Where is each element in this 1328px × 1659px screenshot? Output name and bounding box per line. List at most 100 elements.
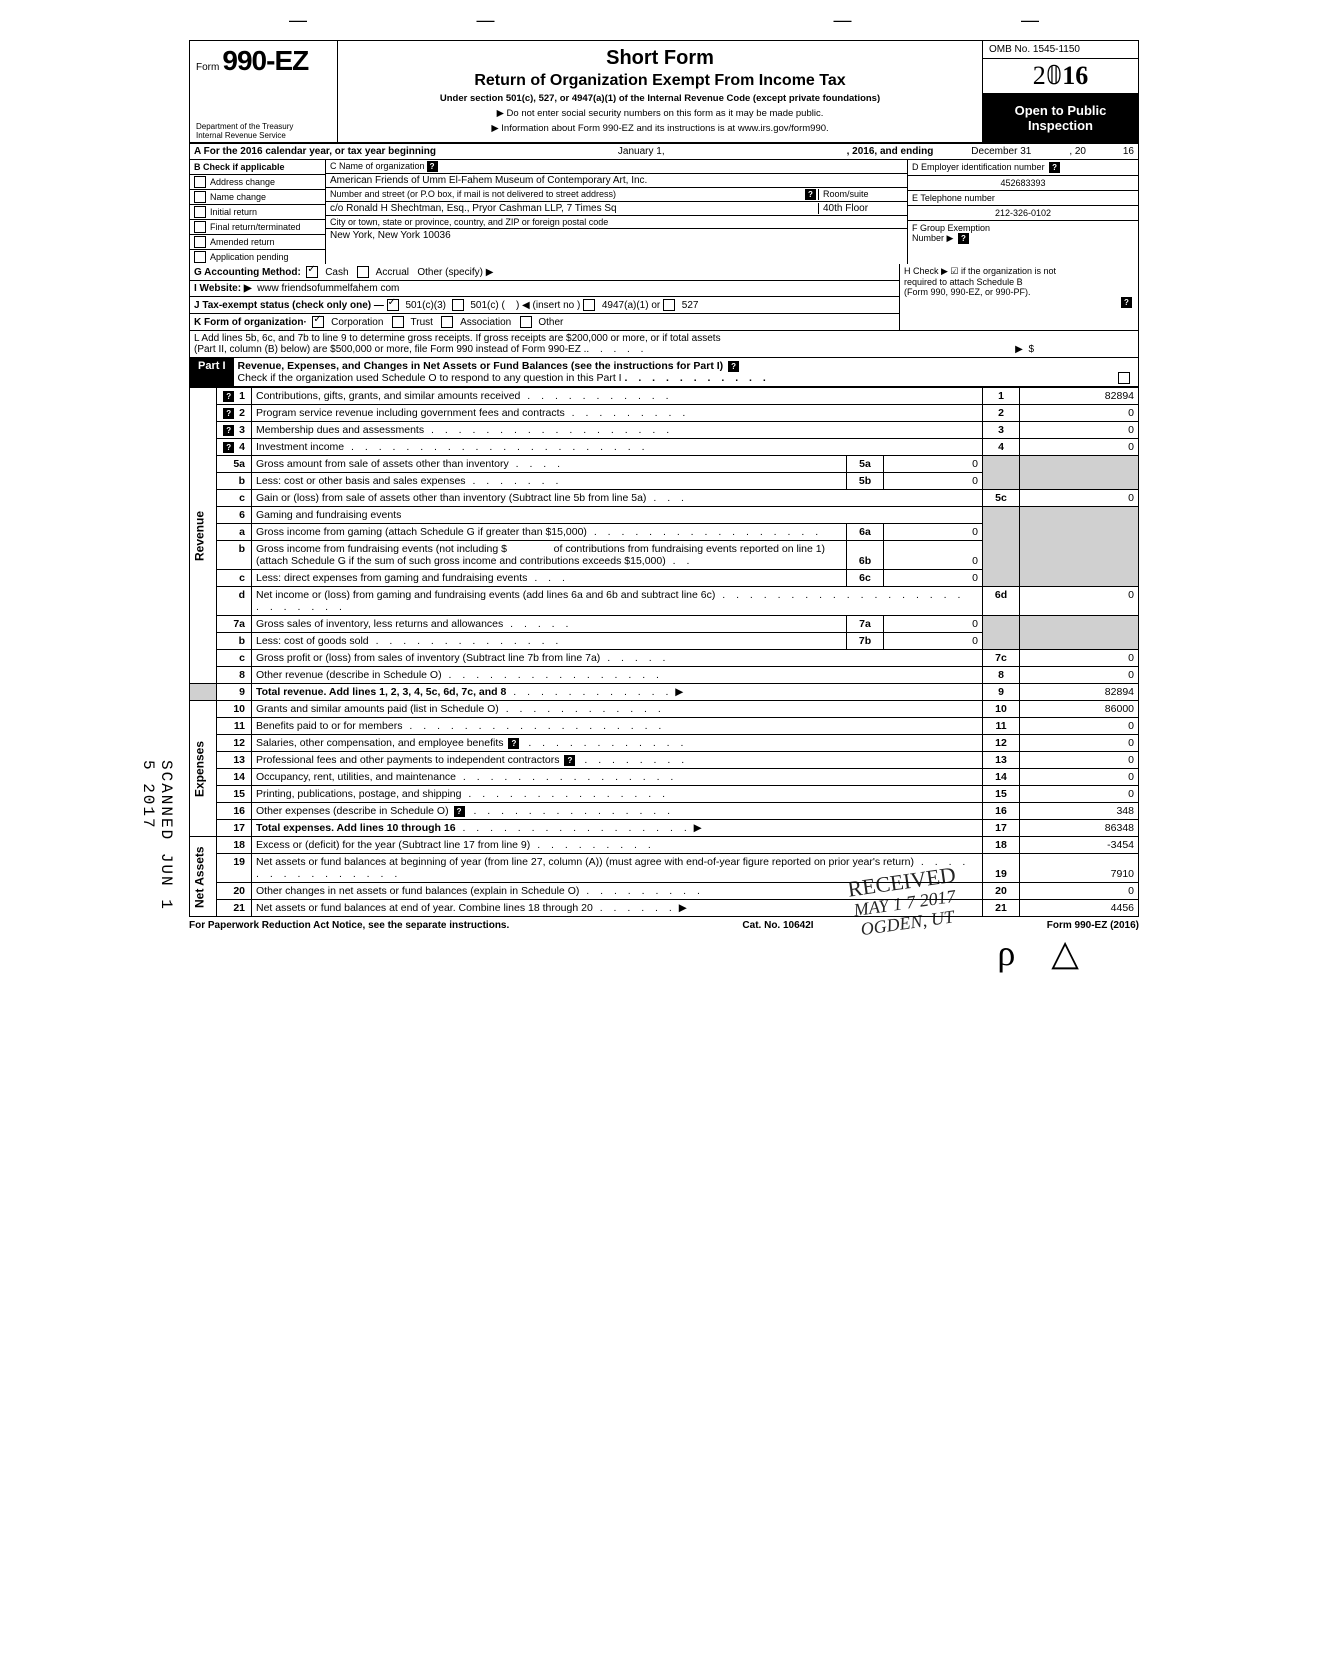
- row-h: H Check ▶ ☑ if the organization is not r…: [899, 264, 1138, 330]
- help-icon[interactable]: ?: [508, 738, 519, 749]
- expenses-label: Expenses: [190, 701, 217, 837]
- line-19-text: Net assets or fund balances at beginning…: [256, 856, 914, 868]
- line-6b-text: Gross income from fundraising events (no…: [256, 543, 507, 555]
- line-10-amount: 86000: [1020, 701, 1139, 718]
- row-l: L Add lines 5b, 6c, and 7b to line 9 to …: [189, 331, 1139, 358]
- open-public-1: Open to Public: [985, 103, 1136, 118]
- line-14-amount: 0: [1020, 769, 1139, 786]
- footer-form: Form 990-EZ (2016): [1047, 920, 1139, 931]
- form-title: Short Form: [346, 47, 974, 70]
- row-k: K Form of organization· Corporation Trus…: [190, 314, 899, 330]
- line-15-text: Printing, publications, postage, and shi…: [256, 788, 461, 800]
- cb-527[interactable]: [663, 299, 675, 311]
- line-9-text: Total revenue. Add lines 1, 2, 3, 4, 5c,…: [256, 686, 506, 698]
- cb-final-return[interactable]: Final return/terminated: [190, 219, 325, 234]
- cb-4947[interactable]: [583, 299, 595, 311]
- help-icon[interactable]: ?: [728, 361, 739, 372]
- line-20-text: Other changes in net assets or fund bala…: [256, 885, 579, 897]
- line-6d-text: Net income or (loss) from gaming and fun…: [256, 589, 715, 601]
- line-6c-text: Less: direct expenses from gaming and fu…: [256, 572, 527, 584]
- cb-schedule-o[interactable]: [1118, 372, 1130, 384]
- line-7b-text: Less: cost of goods sold: [256, 635, 369, 647]
- help-icon[interactable]: ?: [454, 806, 465, 817]
- identity-grid: B Check if applicable Address change Nam…: [189, 160, 1139, 264]
- line-16-text: Other expenses (describe in Schedule O): [256, 805, 449, 817]
- cb-accrual[interactable]: [357, 266, 369, 278]
- line-13-text: Professional fees and other payments to …: [256, 754, 560, 766]
- line-18-amount: -3454: [1020, 837, 1139, 854]
- line-3-amount: 0: [1020, 422, 1139, 439]
- cb-amended[interactable]: Amended return: [190, 234, 325, 249]
- open-to-public: Open to Public Inspection: [983, 94, 1138, 142]
- cb-501c[interactable]: [452, 299, 464, 311]
- line-13-amount: 0: [1020, 752, 1139, 769]
- cb-pending[interactable]: Application pending: [190, 249, 325, 264]
- help-icon[interactable]: ?: [223, 408, 234, 419]
- line-3-text: Membership dues and assessments: [256, 424, 424, 436]
- website-value: www friendsofummelfahem com: [257, 283, 399, 294]
- line-20-amount: 0: [1020, 883, 1139, 900]
- line-6d-amount: 0: [1020, 587, 1139, 616]
- part-i-label: Part I: [190, 358, 234, 386]
- cb-initial-return[interactable]: Initial return: [190, 204, 325, 219]
- f-group-exemption: F Group Exemption Number ▶ ?: [908, 221, 1138, 246]
- cb-other[interactable]: [520, 316, 532, 328]
- row-a-label: A For the 2016 calendar year, or tax yea…: [190, 144, 440, 159]
- line-19-amount: 7910: [1020, 854, 1139, 883]
- under-section: Under section 501(c), 527, or 4947(a)(1)…: [346, 93, 974, 104]
- help-icon[interactable]: ?: [223, 391, 234, 402]
- c-city-label: City or town, state or province, country…: [326, 216, 907, 229]
- cb-trust[interactable]: [392, 316, 404, 328]
- instructions-link: ▶ Information about Form 990-EZ and its …: [346, 123, 974, 134]
- form-number: 990-EZ: [222, 45, 308, 76]
- help-icon[interactable]: ?: [805, 189, 816, 200]
- line-7a-text: Gross sales of inventory, less returns a…: [256, 618, 503, 630]
- line-1-text: Contributions, gifts, grants, and simila…: [256, 390, 520, 402]
- help-icon[interactable]: ?: [1121, 297, 1132, 308]
- line-17-amount: 86348: [1020, 820, 1139, 837]
- col-de: D Employer identification number ? 45268…: [907, 160, 1138, 264]
- ein-value: 452683393: [908, 176, 1138, 191]
- form-subtitle: Return of Organization Exempt From Incom…: [346, 72, 974, 90]
- line-6a-amount: 0: [884, 524, 983, 541]
- cb-501c3[interactable]: [387, 299, 399, 311]
- help-icon[interactable]: ?: [223, 442, 234, 453]
- line-6c-amount: 0: [884, 570, 983, 587]
- c-name-label: C Name of organization: [330, 161, 425, 172]
- part-i-header: Part I Revenue, Expenses, and Changes in…: [189, 358, 1139, 387]
- cb-name-change[interactable]: Name change: [190, 189, 325, 204]
- scanned-stamp: SCANNED JUN 1 5 2017: [139, 760, 175, 934]
- cb-assoc[interactable]: [441, 316, 453, 328]
- line-7b-amount: 0: [884, 633, 983, 650]
- line-5b-amount: 0: [884, 473, 983, 490]
- d-ein-label: D Employer identification number: [912, 162, 1045, 172]
- signature-marks: ρ △: [997, 932, 1079, 974]
- col-b-checkboxes: B Check if applicable Address change Nam…: [190, 160, 326, 264]
- help-icon[interactable]: ?: [958, 233, 969, 244]
- help-icon[interactable]: ?: [564, 755, 575, 766]
- omb-number: OMB No. 1545-1150: [983, 41, 1138, 59]
- scan-marks: ————: [289, 10, 1039, 31]
- help-icon[interactable]: ?: [223, 425, 234, 436]
- row-a-end-month: December 31: [937, 144, 1065, 159]
- b-label: B Check if applicable: [190, 160, 325, 174]
- cb-address-change[interactable]: Address change: [190, 174, 325, 189]
- cb-cash[interactable]: [306, 266, 318, 278]
- row-a-tax-year: A For the 2016 calendar year, or tax yea…: [189, 144, 1139, 160]
- line-5c-amount: 0: [1020, 490, 1139, 507]
- row-a-end-year: 16: [1090, 144, 1138, 159]
- help-icon[interactable]: ?: [1049, 162, 1060, 173]
- help-icon[interactable]: ?: [427, 161, 438, 172]
- footer-cat-no: Cat. No. 10642I: [742, 920, 813, 931]
- cb-corp[interactable]: [312, 316, 324, 328]
- org-name: American Friends of Umm El-Fahem Museum …: [326, 174, 907, 188]
- line-7c-amount: 0: [1020, 650, 1139, 667]
- line-18-text: Excess or (deficit) for the year (Subtra…: [256, 839, 530, 851]
- line-12-amount: 0: [1020, 735, 1139, 752]
- form-990ez: ———— SCANNED JUN 1 5 2017 Form 990-EZ De…: [189, 40, 1139, 934]
- line-8-text: Other revenue (describe in Schedule O): [256, 669, 442, 681]
- line-2-text: Program service revenue including govern…: [256, 407, 565, 419]
- part-i-title: Revenue, Expenses, and Changes in Net As…: [238, 360, 724, 372]
- net-assets-label: Net Assets: [190, 837, 217, 917]
- line-12-text: Salaries, other compensation, and employ…: [256, 737, 503, 749]
